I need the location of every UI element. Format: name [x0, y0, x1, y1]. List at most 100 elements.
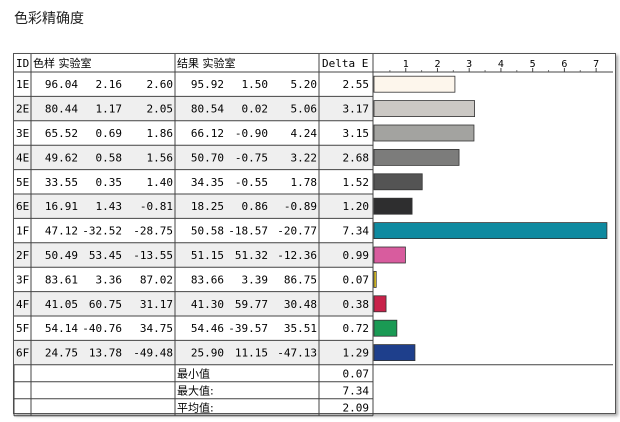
reference-lab-value: 34.75	[140, 322, 173, 335]
delta-e-bar	[373, 295, 387, 313]
delta-e-value: 2.68	[343, 151, 370, 164]
result-lab-value: 95.92	[191, 78, 224, 91]
header-id: ID	[16, 57, 29, 70]
result-lab-value: 4.24	[291, 127, 318, 140]
reference-lab-value: 1.43	[96, 200, 123, 213]
delta-e-bar	[373, 197, 413, 215]
result-lab-value: 50.58	[191, 225, 224, 238]
reference-lab-value: -40.76	[82, 322, 122, 335]
reference-lab-value: -28.75	[133, 225, 173, 238]
page-title: 色彩精确度	[14, 11, 84, 27]
summary-value: 2.09	[343, 401, 370, 414]
delta-e-bar	[373, 222, 608, 240]
reference-lab-value: 47.12	[45, 225, 78, 238]
delta-e-value: 3.17	[343, 103, 370, 116]
delta-e-bar	[373, 270, 377, 288]
reference-lab-value: 24.75	[45, 347, 78, 360]
row-shade	[14, 194, 373, 219]
reference-lab-value: 0.58	[96, 151, 123, 164]
row-id: 5F	[16, 322, 29, 335]
header-result-lab: 结果 实验室	[177, 56, 236, 70]
reference-lab-value: 13.78	[89, 347, 122, 360]
result-lab-value: 5.06	[291, 103, 318, 116]
result-lab-value: 80.54	[191, 103, 224, 116]
reference-lab-value: -13.55	[133, 249, 173, 262]
delta-e-value: 7.34	[343, 225, 370, 238]
summary-label: 平均值:	[177, 401, 214, 414]
result-lab-value: 5.20	[291, 78, 318, 91]
delta-e-bar	[373, 319, 398, 337]
result-lab-value: 25.90	[191, 347, 224, 360]
axis-tick-label: 7	[593, 59, 599, 70]
reference-lab-value: 65.52	[45, 127, 78, 140]
row-id: 6F	[16, 347, 29, 360]
axis-tick-label: 3	[466, 59, 472, 70]
delta-e-bar	[373, 246, 406, 264]
result-lab-value: -18.57	[228, 225, 268, 238]
result-lab-value: 0.86	[242, 200, 269, 213]
reference-lab-value: 0.35	[96, 176, 123, 189]
header-delta-e: Delta E	[322, 57, 368, 70]
delta-e-value: 0.07	[343, 273, 370, 286]
reference-lab-value: -0.81	[140, 200, 173, 213]
result-lab-value: 30.48	[284, 298, 317, 311]
delta-e-value: 0.99	[343, 249, 370, 262]
result-lab-value: -0.75	[235, 151, 268, 164]
result-lab-value: -47.13	[277, 347, 317, 360]
row-shade	[14, 340, 373, 365]
reference-lab-value: 50.49	[45, 249, 78, 262]
reference-lab-value: 87.02	[140, 273, 173, 286]
reference-lab-value: -49.48	[133, 347, 173, 360]
result-lab-value: 34.35	[191, 176, 224, 189]
row-id: 4F	[16, 298, 29, 311]
row-shade	[14, 96, 373, 121]
axis-tick-label: 6	[561, 59, 567, 70]
delta-e-value: 1.29	[343, 347, 370, 360]
row-shade	[14, 145, 373, 170]
summary-value: 0.07	[343, 367, 370, 380]
reference-lab-value: 1.56	[147, 151, 174, 164]
result-lab-value: 3.39	[242, 273, 269, 286]
result-lab-value: -0.55	[235, 176, 268, 189]
result-lab-value: 51.32	[235, 249, 268, 262]
reference-lab-value: 16.91	[45, 200, 78, 213]
summary-label: 最大值:	[177, 383, 214, 397]
delta-e-bar	[373, 124, 475, 142]
reference-lab-value: 2.05	[147, 103, 174, 116]
reference-lab-value: 41.05	[45, 298, 78, 311]
reference-lab-value: 2.60	[147, 78, 174, 91]
delta-e-value: 3.15	[343, 127, 370, 140]
delta-e-value: 0.38	[343, 298, 370, 311]
axis-tick-label: 1	[403, 59, 409, 70]
summary-label: 最小值	[177, 367, 210, 380]
result-lab-value: -12.36	[277, 249, 317, 262]
result-lab-value: 41.30	[191, 298, 224, 311]
result-lab-value: 51.15	[191, 249, 224, 262]
axis-tick-label: 4	[498, 59, 504, 70]
reference-lab-value: 53.45	[89, 249, 122, 262]
reference-lab-value: 1.17	[96, 103, 123, 116]
reference-lab-value: 1.86	[147, 127, 174, 140]
reference-lab-value: 33.55	[45, 176, 78, 189]
result-lab-value: 50.70	[191, 151, 224, 164]
reference-lab-value: 31.17	[140, 298, 173, 311]
reference-lab-value: 2.16	[96, 78, 123, 91]
result-lab-value: 3.22	[291, 151, 318, 164]
row-id: 1E	[16, 78, 29, 91]
result-lab-value: 83.66	[191, 273, 224, 286]
row-id: 3E	[16, 127, 29, 140]
result-lab-value: 54.46	[191, 322, 224, 335]
result-lab-value: -39.57	[228, 322, 268, 335]
result-lab-value: 59.77	[235, 298, 268, 311]
reference-lab-value: 60.75	[89, 298, 122, 311]
delta-e-value: 1.52	[343, 176, 370, 189]
delta-e-bar	[373, 75, 456, 93]
result-lab-value: 11.15	[235, 347, 268, 360]
row-id: 1F	[16, 225, 29, 238]
row-id: 3F	[16, 273, 29, 286]
summary-value: 7.34	[343, 384, 370, 397]
result-lab-value: -0.90	[235, 127, 268, 140]
delta-e-value: 0.72	[343, 322, 370, 335]
result-lab-value: -20.77	[277, 225, 317, 238]
